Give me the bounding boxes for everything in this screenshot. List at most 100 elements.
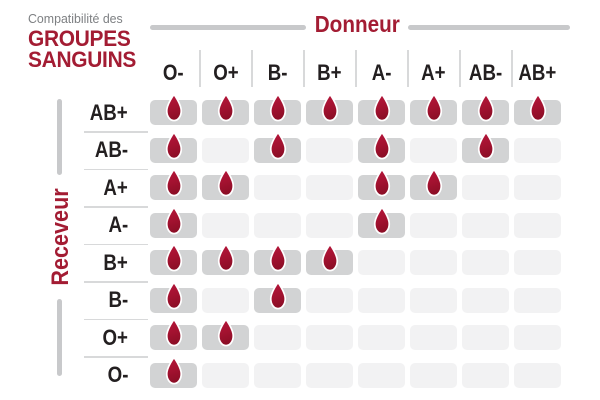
receiver-axis-label-text: Receveur: [47, 188, 74, 286]
column-divider: [459, 50, 461, 87]
grid-cell-B--from-O-: [150, 280, 197, 313]
page-title: Compatibilité des GROUPES SANGUINS: [28, 10, 142, 72]
donor-header-A-: A-: [358, 57, 405, 89]
grid-cell-O+-from-O+: [202, 318, 249, 350]
grid-cell-O+-from-B+: [306, 325, 353, 350]
donor-header-label: A+: [421, 60, 446, 85]
grid-cell-A+-from-A-: [358, 168, 405, 200]
receiver-label-AB-: AB-: [78, 137, 128, 163]
grid-cell-AB+-from-A+: [410, 93, 457, 125]
grid-cell-B+-from-O+: [202, 243, 249, 275]
row-divider: [84, 281, 148, 283]
grid-cell-O+-from-B-: [254, 325, 301, 350]
grid-cell-A--from-AB-: [462, 212, 509, 238]
receiver-label-text: O+: [102, 324, 128, 350]
grid-cell-O--from-O-: [150, 355, 197, 388]
grid-cell-AB--from-O+: [202, 137, 249, 163]
blood-drop-icon: [425, 93, 442, 122]
grid-cell-A--from-B+: [306, 212, 353, 238]
grid-cell-B--from-AB-: [462, 287, 509, 313]
title-line-sanguins: SANGUINS: [28, 47, 137, 72]
column-divider: [511, 50, 513, 87]
grid-cell-AB--from-B-: [254, 130, 301, 163]
receiver-label-text: A-: [108, 212, 128, 237]
donor-axis-dash-left: [150, 25, 306, 30]
grid-cell-A+-from-O-: [150, 168, 197, 200]
grid-cell-AB--from-AB-: [462, 130, 509, 163]
blood-drop-icon: [165, 205, 182, 234]
grid-cell-AB--from-AB+: [514, 137, 561, 163]
donor-header-label: A-: [371, 60, 392, 85]
grid-cell-B--from-A-: [358, 287, 405, 313]
grid-cell-AB+-from-AB+: [514, 93, 561, 125]
donor-header-AB-: AB-: [462, 57, 509, 89]
title-line-groupes: GROUPES: [28, 26, 131, 51]
receiver-label-text: B+: [103, 249, 128, 275]
receiver-label-B+: B+: [78, 250, 128, 275]
blood-drop-icon: [269, 280, 286, 309]
blood-drop-icon: [165, 130, 182, 159]
receiver-label-A-: A-: [78, 212, 128, 238]
receiver-label-text: O-: [107, 362, 128, 387]
blood-drop-icon: [477, 130, 494, 159]
row-divider: [84, 206, 148, 208]
receiver-axis-bar-bottom: [57, 299, 62, 376]
donor-header-label: O+: [212, 60, 239, 85]
grid-cell-B+-from-B-: [254, 243, 301, 275]
receiver-label-text: A+: [103, 174, 128, 200]
row-divider: [84, 243, 148, 246]
grid-cell-AB--from-O-: [150, 130, 197, 163]
grid-cell-A+-from-AB+: [514, 175, 561, 200]
column-divider: [303, 50, 305, 87]
grid-cell-B--from-A+: [410, 287, 457, 313]
grid-cell-AB+-from-B+: [306, 93, 353, 125]
blood-drop-icon: [373, 130, 390, 159]
receiver-label-AB+: AB+: [78, 100, 128, 125]
donor-header-A+: A+: [410, 57, 457, 89]
donor-axis-dash-right: [408, 25, 570, 30]
blood-drop-icon: [373, 168, 390, 197]
blood-drop-icon: [165, 243, 182, 272]
grid-cell-B+-from-AB+: [514, 250, 561, 275]
donor-header-B-: B-: [254, 57, 301, 89]
grid-cell-B+-from-B+: [306, 243, 353, 275]
grid-cell-B--from-O+: [202, 287, 249, 313]
grid-cell-O--from-AB+: [514, 362, 561, 388]
grid-cell-A+-from-B+: [306, 175, 353, 200]
blood-drop-icon: [165, 318, 182, 347]
donor-header-label: AB+: [518, 60, 557, 85]
row-divider: [84, 168, 148, 171]
grid-cell-O--from-B-: [254, 362, 301, 388]
grid-cell-O--from-A-: [358, 362, 405, 388]
grid-cell-AB+-from-A-: [358, 93, 405, 125]
blood-drop-icon: [217, 318, 234, 347]
grid-cell-B--from-B-: [254, 280, 301, 313]
grid-cell-B+-from-A+: [410, 250, 457, 275]
blood-drop-icon: [269, 130, 286, 159]
grid-cell-AB+-from-O-: [150, 93, 197, 125]
blood-drop-icon: [165, 168, 182, 197]
donor-header-AB+: AB+: [514, 57, 561, 89]
blood-drop-icon: [321, 93, 338, 122]
row-divider: [84, 318, 148, 321]
column-divider: [199, 50, 201, 87]
donor-header-label: B-: [267, 60, 288, 85]
blood-drop-icon: [217, 93, 234, 122]
grid-cell-O--from-B+: [306, 362, 353, 388]
grid-cell-O+-from-A-: [358, 325, 405, 350]
grid-cell-A+-from-O+: [202, 168, 249, 200]
grid-cell-A+-from-AB-: [462, 175, 509, 200]
grid-cell-A--from-A+: [410, 212, 457, 238]
blood-drop-icon: [165, 93, 182, 122]
grid-cell-AB+-from-AB-: [462, 93, 509, 125]
grid-cell-A--from-O-: [150, 205, 197, 238]
grid-cell-A--from-B-: [254, 212, 301, 238]
grid-cell-A+-from-B-: [254, 175, 301, 200]
donor-header-B+: B+: [306, 57, 353, 89]
blood-drop-icon: [529, 93, 546, 122]
donor-header-label: AB-: [468, 60, 503, 85]
blood-drop-icon: [217, 168, 234, 197]
donor-header-O-: O-: [150, 57, 197, 89]
grid-cell-O--from-A+: [410, 362, 457, 388]
blood-drop-icon: [425, 168, 442, 197]
